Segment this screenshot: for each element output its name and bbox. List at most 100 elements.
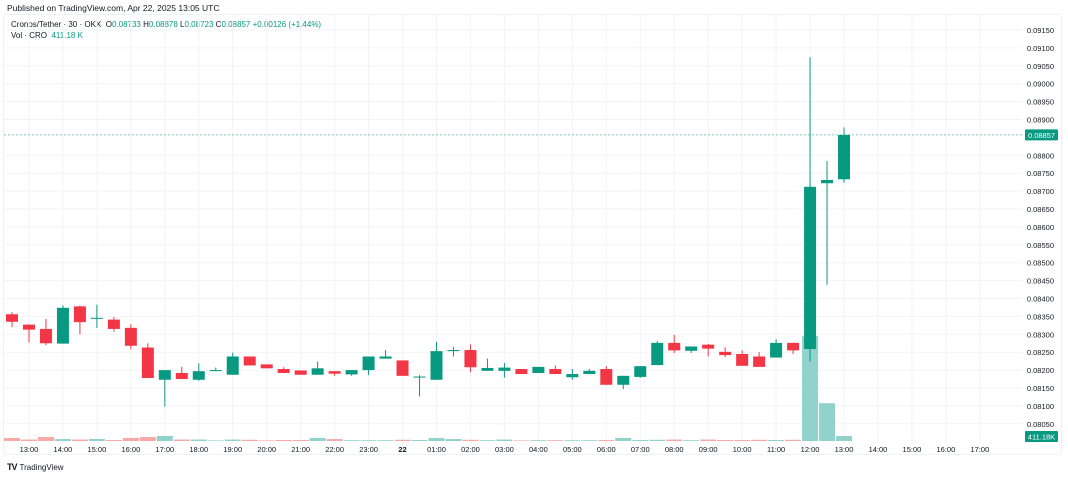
volume-bar bbox=[479, 440, 496, 441]
high-label: H bbox=[143, 20, 149, 29]
candle-body bbox=[617, 375, 630, 385]
price-axis-label: 0.08650 bbox=[1027, 205, 1054, 214]
volume-bar bbox=[530, 440, 547, 441]
price-axis-label: 0.08100 bbox=[1027, 402, 1054, 411]
volume-bar bbox=[105, 440, 122, 441]
candle bbox=[158, 370, 171, 407]
volume-bar bbox=[275, 440, 292, 441]
volume-bar bbox=[802, 336, 819, 441]
candle-body bbox=[141, 347, 154, 378]
time-axis-label: 23:00 bbox=[359, 445, 378, 454]
time-axis-label: 12:00 bbox=[801, 445, 820, 454]
candle bbox=[345, 370, 358, 376]
candle bbox=[464, 344, 477, 373]
candle-body bbox=[90, 317, 103, 319]
low-label: L bbox=[180, 20, 185, 29]
price-axis-label: 0.08400 bbox=[1027, 295, 1054, 304]
candle bbox=[685, 346, 698, 353]
time-axis-label: 07:00 bbox=[631, 445, 650, 454]
candle bbox=[209, 367, 222, 372]
volume-title[interactable]: Vol · CRO bbox=[11, 31, 48, 40]
time-axis-label: 09:00 bbox=[699, 445, 718, 454]
time-axis-label: 20:00 bbox=[257, 445, 276, 454]
last-price-label: 0.08857 bbox=[1028, 131, 1055, 140]
volume-bar bbox=[496, 439, 513, 441]
volume-bar bbox=[54, 439, 71, 441]
price-axis-label: 0.08150 bbox=[1027, 384, 1054, 393]
candle bbox=[566, 369, 579, 380]
candle-body bbox=[430, 351, 443, 380]
candle-body bbox=[6, 314, 18, 322]
volume-bar bbox=[581, 440, 598, 441]
time-axis-label: 01:00 bbox=[427, 445, 446, 454]
candle-body bbox=[821, 180, 834, 184]
volume-bar bbox=[734, 440, 751, 441]
candle bbox=[430, 341, 443, 380]
price-axis-label: 0.09050 bbox=[1027, 62, 1054, 71]
candle-body bbox=[192, 371, 205, 380]
candle bbox=[770, 339, 783, 358]
candle bbox=[498, 362, 511, 378]
volume-bar bbox=[700, 439, 717, 441]
time-axis-label: 04:00 bbox=[529, 445, 548, 454]
footer-brand: TV TradingView bbox=[7, 462, 64, 472]
candle-body bbox=[583, 370, 596, 375]
volume-bar bbox=[785, 439, 802, 441]
candle bbox=[804, 57, 817, 362]
candle-body bbox=[124, 327, 137, 346]
time-axis-label: 03:00 bbox=[495, 445, 514, 454]
candle-body bbox=[175, 372, 188, 380]
candle-body bbox=[107, 319, 120, 329]
time-axis-label: 22:00 bbox=[325, 445, 344, 454]
change-value: +0.00126 (+1.44%) bbox=[252, 20, 322, 29]
tradingview-brand: TradingView bbox=[19, 462, 64, 472]
price-axis-label: 0.08050 bbox=[1027, 420, 1054, 429]
candle bbox=[736, 350, 749, 366]
candle-body bbox=[311, 368, 324, 375]
candle bbox=[22, 324, 35, 343]
candle-body bbox=[447, 350, 460, 352]
candle bbox=[192, 363, 205, 381]
candle-body bbox=[260, 364, 273, 369]
price-axis-label: 0.08700 bbox=[1027, 187, 1054, 196]
tradingview-logo: TV bbox=[7, 462, 17, 472]
candle bbox=[719, 347, 732, 358]
candle-body bbox=[328, 371, 341, 374]
time-axis-label: 16:00 bbox=[937, 445, 956, 454]
last-volume-badge bbox=[1025, 431, 1058, 442]
open-label: O bbox=[105, 20, 112, 29]
candle-body bbox=[753, 356, 766, 367]
candle-body bbox=[345, 370, 358, 375]
volume-bar bbox=[649, 439, 666, 441]
volume-bar bbox=[666, 439, 683, 441]
volume-bar bbox=[156, 436, 173, 441]
candle-body bbox=[294, 370, 307, 375]
time-axis-label: 14:00 bbox=[54, 445, 73, 454]
candle bbox=[56, 305, 69, 344]
candle-body bbox=[209, 370, 222, 372]
symbol-title[interactable]: Cronos/Tether · 30 · OKX bbox=[11, 20, 102, 29]
candle bbox=[39, 318, 52, 346]
time-axis-label: 17:00 bbox=[970, 445, 989, 454]
candle-body bbox=[804, 186, 817, 349]
candle-body bbox=[549, 369, 562, 375]
volume-bar bbox=[632, 440, 649, 441]
candle bbox=[787, 342, 800, 354]
candle bbox=[294, 370, 307, 375]
candle bbox=[702, 343, 715, 357]
time-axis-label: 16:00 bbox=[121, 445, 140, 454]
last-price-badge bbox=[1025, 129, 1058, 141]
price-axis-label: 0.09100 bbox=[1027, 44, 1054, 53]
candle-body bbox=[787, 342, 800, 351]
last-volume-label: 411.18K bbox=[1028, 433, 1055, 442]
candle bbox=[277, 367, 290, 373]
candle bbox=[175, 366, 188, 380]
time-axis-label: 17:00 bbox=[155, 445, 174, 454]
time-axis-label: 22 bbox=[398, 445, 406, 454]
candle-body bbox=[413, 376, 426, 378]
candle-body bbox=[600, 369, 613, 385]
candle-body bbox=[770, 342, 783, 358]
candle bbox=[481, 358, 494, 371]
candle-body bbox=[277, 369, 290, 373]
